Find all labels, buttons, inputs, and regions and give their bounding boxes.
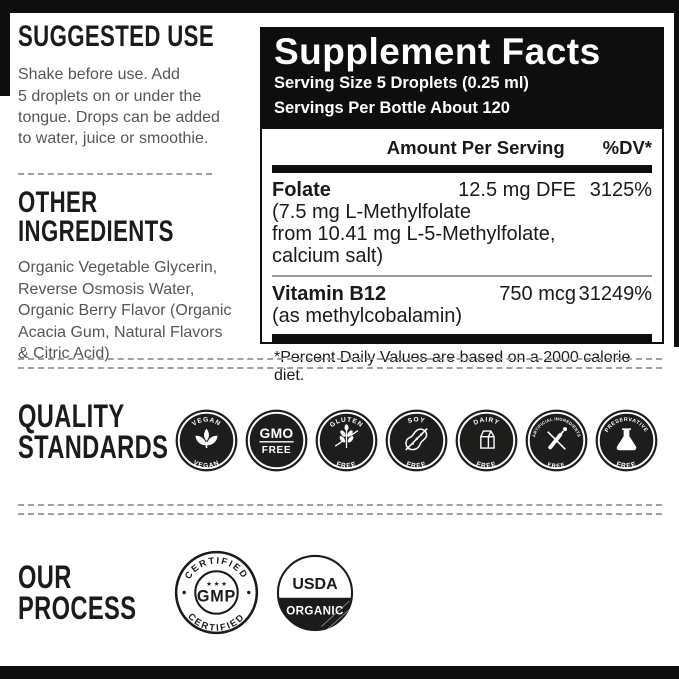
other-ingredients-section: OTHER INGREDIENTS Organic Vegetable Glyc… — [18, 186, 248, 364]
badge-bottom-text: FREE — [475, 461, 496, 470]
supplement-facts-body: Amount Per Serving %DV* Folate 12.5 mg D… — [262, 129, 662, 391]
preservative-free-badge: PRESERVATIVE FREE — [595, 409, 658, 472]
badge-bottom-text: VEGAN — [192, 459, 220, 469]
suggested-use-body: Shake before use. Add 5 droplets on or u… — [18, 64, 243, 150]
usda-text: USDA — [292, 576, 338, 593]
nutrient-detail-line: (7.5 mg L-Methylfolate — [272, 200, 471, 223]
nutrient-detail-line: from 10.41 mg L-5-Methylfolate, — [272, 222, 556, 245]
quality-standards-title-line: STANDARDS — [18, 429, 169, 466]
nutrient-row-b12: Vitamin B12 750 mcg 31249% — [272, 277, 652, 305]
soy-free-badge: SOY FREE — [385, 409, 448, 472]
nutrient-detail-line: calcium salt) — [272, 244, 384, 267]
supplement-facts-title: Supplement Facts — [274, 31, 601, 72]
organic-text: ORGANIC — [286, 604, 344, 617]
nutrient-name: Vitamin B12 — [272, 282, 387, 305]
wheat-icon — [334, 424, 359, 449]
dashed-divider — [18, 358, 662, 369]
our-process-section: OUR PROCESS — [18, 559, 178, 627]
flask-icon — [616, 428, 637, 451]
free-text: FREE — [262, 445, 291, 456]
badge-top-text: VEGAN — [191, 417, 221, 428]
our-process-title-line: OUR — [18, 559, 72, 595]
vegan-badge: VEGAN VEGAN — [175, 409, 238, 472]
facts-column-headers: Amount Per Serving %DV* — [272, 131, 652, 165]
label-edge-bottom — [0, 666, 679, 679]
nutrient-dv: 3125% — [589, 178, 652, 201]
other-ingredients-line: Organic Berry Flavor (Organic — [18, 302, 232, 320]
other-ingredients-line: Organic Vegetable Glycerin, — [18, 259, 218, 277]
suggested-use-line: to water, juice or smoothie. — [18, 130, 209, 148]
badge-bottom-text: FREE — [335, 461, 356, 470]
gmp-center-text: GMP — [197, 587, 236, 605]
milk-carton-icon — [480, 430, 495, 449]
process-badges-row: CERTIFIED CERTIFIED ★ ★ ★ GMP USDA ORGAN… — [174, 550, 355, 635]
dairy-free-badge: DAIRY FREE — [455, 409, 518, 472]
other-ingredients-title-line: OTHER — [18, 186, 98, 219]
gmp-stars: ★ ★ ★ — [206, 581, 227, 588]
suggested-use-line: tongue. Drops can be added — [18, 108, 220, 126]
supplement-facts-header: Supplement Facts Serving Size 5 Droplets… — [262, 29, 662, 129]
supplement-facts-panel: Supplement Facts Serving Size 5 Droplets… — [260, 27, 664, 384]
amount-per-serving-header: Amount Per Serving — [386, 136, 565, 158]
quality-standards-title-line: QUALITY — [18, 398, 125, 434]
nutrient-detail-line: (as methylcobalamin) — [272, 304, 463, 327]
suggested-use-line: Shake before use. Add — [18, 66, 180, 84]
svg-text:DAIRY: DAIRY — [473, 417, 501, 427]
suggested-use-section: SUGGESTED USE Shake before use. Add 5 dr… — [18, 20, 243, 150]
nutrient-detail: (as methylcobalamin) — [272, 305, 652, 327]
dashed-divider — [18, 173, 212, 175]
dv-header: %DV* — [602, 136, 652, 158]
other-ingredients-line: & Citric Acid) — [18, 344, 110, 362]
svg-text:FREE: FREE — [615, 461, 637, 470]
nutrient-amount: 750 mcg — [499, 282, 576, 305]
badge-bottom-text: FREE — [615, 461, 636, 470]
badge-top-text: DAIRY — [473, 417, 500, 427]
svg-text:FREE: FREE — [547, 462, 567, 470]
facts-divider-bar — [272, 333, 652, 342]
serving-size: Serving Size 5 Droplets (0.25 ml) — [274, 74, 529, 93]
facts-footnote: *Percent Daily Values are based on a 200… — [274, 348, 631, 384]
artificial-ingredients-free-badge: ARTIFICIAL INGREDIENTS FREE — [525, 409, 588, 472]
usda-organic-badge: USDA ORGANIC — [276, 554, 354, 631]
other-ingredients-line: Reverse Osmosis Water, — [18, 280, 195, 298]
facts-divider-bar — [272, 164, 652, 173]
suggested-use-title: SUGGESTED USE — [18, 20, 215, 53]
dropper-icon — [547, 427, 568, 450]
quality-badges-row: VEGAN VEGAN GMO FREE GLUTEN FREE — [175, 409, 658, 472]
nutrient-row-folate: Folate 12.5 mg DFE 3125% — [272, 173, 652, 201]
nutrient-amount: 12.5 mg DFE — [458, 178, 576, 201]
svg-text:SOY: SOY — [407, 417, 426, 425]
usda-bottom-field — [278, 597, 352, 629]
other-ingredients-line: Acacia Gum, Natural Flavors — [18, 323, 223, 341]
badge-top-text: SOY — [407, 417, 425, 425]
gmo-text: GMO — [259, 425, 293, 441]
gmo-free-badge: GMO FREE — [245, 409, 308, 472]
label-edge-left — [0, 0, 10, 96]
badge-bottom-text: FREE — [405, 461, 426, 470]
suggested-use-line: 5 droplets on or under the — [18, 87, 202, 105]
leaf-sprout-icon — [195, 428, 218, 449]
servings-per-bottle: Servings Per Bottle About 120 — [274, 98, 510, 117]
nutrient-detail: (7.5 mg L-Methylfolate from 10.41 mg L-5… — [272, 201, 652, 267]
svg-text:VEGAN: VEGAN — [191, 417, 222, 428]
svg-text:FREE: FREE — [475, 461, 497, 470]
quality-standards-section: QUALITY STANDARDS — [18, 398, 221, 466]
gluten-free-badge: GLUTEN FREE — [315, 409, 378, 472]
badge-bottom-text: FREE — [547, 462, 566, 470]
dashed-divider — [18, 504, 662, 515]
svg-text:VEGAN: VEGAN — [192, 459, 221, 469]
our-process-title-line: PROCESS — [18, 590, 137, 627]
nutrient-dv: 31249% — [578, 282, 652, 305]
other-ingredients-title-line: INGREDIENTS — [18, 215, 174, 249]
label-edge-right — [674, 0, 679, 347]
nutrient-separator — [272, 274, 652, 277]
svg-text:FREE: FREE — [335, 461, 357, 470]
label-edge-top — [0, 0, 679, 13]
other-ingredients-body: Organic Vegetable Glycerin, Reverse Osmo… — [18, 257, 248, 364]
gmp-certified-badge: CERTIFIED CERTIFIED ★ ★ ★ GMP — [174, 550, 259, 635]
nutrient-name: Folate — [272, 178, 331, 201]
soybean-icon — [405, 427, 428, 451]
svg-text:FREE: FREE — [405, 461, 427, 470]
